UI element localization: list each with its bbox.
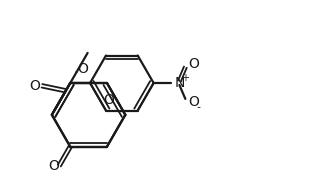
Text: O: O [188, 57, 199, 71]
Text: O: O [49, 159, 59, 173]
Text: O: O [188, 95, 199, 109]
Text: O: O [78, 62, 88, 76]
Text: O: O [104, 93, 114, 107]
Text: +: + [181, 73, 189, 83]
Text: O: O [29, 79, 40, 93]
Text: N: N [175, 76, 185, 90]
Text: -: - [196, 102, 200, 112]
